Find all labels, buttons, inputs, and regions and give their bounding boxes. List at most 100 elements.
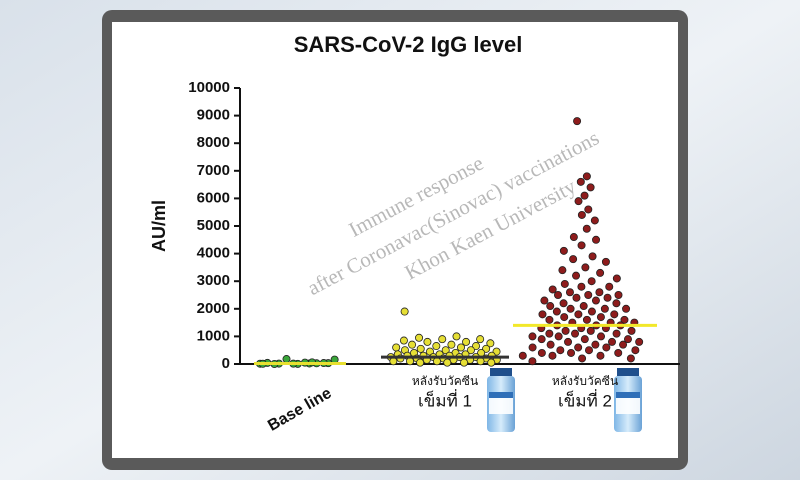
data-point <box>545 329 554 338</box>
data-point <box>569 233 578 242</box>
data-point <box>389 357 398 366</box>
chart-title: SARS-CoV-2 IgG level <box>294 32 523 57</box>
data-point <box>476 357 485 366</box>
data-point <box>438 335 447 344</box>
data-point <box>574 343 583 352</box>
data-point <box>476 335 485 344</box>
data-point <box>623 335 632 344</box>
data-point <box>577 210 586 219</box>
data-point <box>528 332 537 341</box>
data-point <box>580 335 589 344</box>
data-point <box>596 268 605 277</box>
data-point <box>540 296 549 305</box>
data-point <box>559 299 568 308</box>
data-point <box>582 315 591 324</box>
data-point <box>601 257 610 266</box>
data-point <box>579 302 588 311</box>
data-point <box>582 224 591 233</box>
data-point <box>415 333 424 342</box>
data-point <box>586 326 595 335</box>
data-point <box>460 358 469 367</box>
data-point <box>605 282 614 291</box>
data-point <box>584 205 593 214</box>
data-point <box>582 172 591 181</box>
data-point <box>571 329 580 338</box>
data-point <box>595 288 604 297</box>
y-tick-label: 3000 <box>197 272 230 289</box>
y-tick-label: 9000 <box>197 107 230 124</box>
data-point <box>559 246 568 255</box>
x-tick-label: หลังรับวัคซีน <box>412 374 478 388</box>
data-point <box>486 339 495 348</box>
data-point <box>631 346 640 355</box>
data-point <box>399 336 408 345</box>
data-point <box>612 299 621 308</box>
x-tick-label: เข็มที่ 1 <box>418 388 472 410</box>
data-point <box>545 315 554 324</box>
data-point <box>537 335 546 344</box>
data-point <box>627 326 636 335</box>
y-tick-label: 7000 <box>197 162 230 179</box>
data-point <box>635 337 644 346</box>
data-point <box>584 290 593 299</box>
data-point <box>580 191 589 200</box>
data-point <box>566 304 575 313</box>
data-point <box>546 340 555 349</box>
data-point <box>596 351 605 360</box>
data-point <box>597 332 606 341</box>
data-point <box>462 337 471 346</box>
data-point <box>592 235 601 244</box>
y-tick-label: 2000 <box>197 300 230 317</box>
data-point <box>581 263 590 272</box>
data-point <box>560 313 569 322</box>
data-point <box>620 315 629 324</box>
data-point <box>619 340 628 349</box>
data-point <box>600 304 609 313</box>
data-point <box>552 307 561 316</box>
vaccine-icon <box>487 368 515 432</box>
y-tick-label: 0 <box>222 355 230 372</box>
data-point <box>432 357 441 366</box>
data-point <box>556 346 565 355</box>
data-point <box>576 177 585 186</box>
data-point <box>565 288 574 297</box>
data-point <box>537 348 546 357</box>
data-point <box>577 282 586 291</box>
vaccine-icon <box>614 368 642 432</box>
data-point <box>577 241 586 250</box>
data-point <box>538 310 547 319</box>
data-point <box>423 337 432 346</box>
data-point <box>612 274 621 283</box>
data-point <box>564 337 573 346</box>
data-point <box>282 355 291 364</box>
data-point <box>614 290 623 299</box>
data-point <box>432 342 441 351</box>
data-point <box>591 340 600 349</box>
data-point <box>590 216 599 225</box>
data-point <box>487 358 496 367</box>
data-point <box>584 346 593 355</box>
data-point <box>567 348 576 357</box>
data-point <box>441 346 450 355</box>
data-point <box>573 117 582 126</box>
y-tick-label: 1000 <box>197 327 230 344</box>
data-point <box>626 354 635 363</box>
data-point <box>443 358 452 367</box>
y-axis-label: AU/ml <box>149 200 169 252</box>
data-point <box>578 354 587 363</box>
data-point <box>607 337 616 346</box>
data-point <box>572 271 581 280</box>
data-point <box>528 343 537 352</box>
data-point <box>614 348 623 357</box>
y-tick-label: 10000 <box>188 79 230 96</box>
x-tick-label: หลังรับวัคซีน <box>552 374 618 388</box>
data-point <box>569 255 578 264</box>
data-point <box>588 252 597 261</box>
data-point <box>558 266 567 275</box>
data-point <box>574 197 583 206</box>
data-point <box>472 342 481 351</box>
data-point <box>518 351 527 360</box>
data-point <box>591 296 600 305</box>
data-point <box>452 332 461 341</box>
